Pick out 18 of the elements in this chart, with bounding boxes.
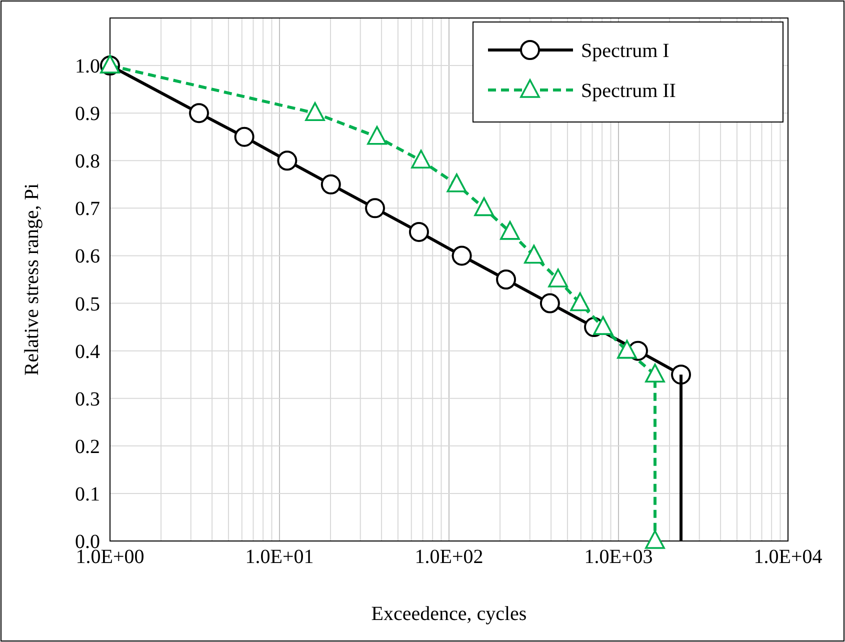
y-tick-label: 0.4 (75, 340, 100, 363)
legend-label: Spectrum I (581, 40, 670, 62)
y-tick-label: 1.0 (75, 56, 100, 78)
y-tick-label: 0.2 (75, 436, 100, 458)
x-tick-label: 1.0E+02 (414, 546, 484, 568)
y-tick-label: 0.1 (75, 483, 100, 506)
y-tick-label: 0.6 (75, 246, 100, 268)
y-tick-label: 0.8 (75, 150, 100, 173)
x-tick-label: 1.0E+01 (245, 546, 314, 568)
x-axis-title: Exceedence, cycles (371, 603, 527, 625)
y-axis-title: Relative stress range, Pi (21, 182, 43, 376)
legend-label: Spectrum II (581, 80, 676, 102)
x-tick-label: 1.0E+03 (584, 546, 653, 568)
y-tick-label: 0.3 (75, 388, 100, 410)
y-tick-label: 0.9 (75, 103, 100, 126)
y-tick-label: 0.7 (75, 198, 100, 220)
y-tick-label: 0.5 (75, 293, 100, 316)
x-tick-label: 1.0E+04 (754, 546, 822, 568)
